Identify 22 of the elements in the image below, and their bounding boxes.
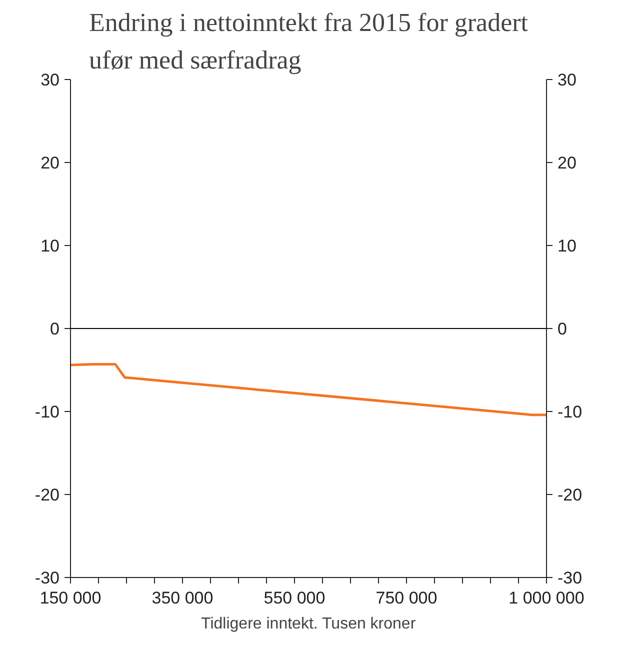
y-tick-label: -20 — [34, 486, 60, 504]
x-tick-label: 750 000 — [376, 588, 438, 608]
line-series — [70, 362, 546, 416]
x-tick-label: 550 000 — [264, 588, 326, 608]
y-tick-label: 20 — [40, 154, 60, 172]
y2-tick-label: -10 — [558, 402, 582, 422]
y2-tick-label: 0 — [558, 320, 567, 338]
y-tick-label: 10 — [40, 236, 60, 256]
y2-tick-label: 10 — [558, 236, 576, 256]
y2-tick-label: 20 — [558, 154, 576, 172]
y2-tick-label: -30 — [558, 568, 582, 588]
y2-tick-label: 30 — [558, 70, 576, 90]
x-tick-label: 350 000 — [152, 588, 214, 608]
x-tick-label: 150 000 — [40, 588, 102, 608]
y-tick-label: -10 — [34, 402, 60, 422]
x-tick-label: 1 000 000 — [508, 588, 584, 608]
y-tick-label: 30 — [40, 70, 60, 90]
y-tick-label: -30 — [34, 568, 60, 588]
chart-title: Endring i nettoinntekt fra 2015 for gradert ufør med særfradrag — [89, 8, 529, 74]
x-axis-title: Tidligere inntekt. Tusen kroner — [201, 616, 416, 632]
y-tick-label: 0 — [50, 320, 60, 338]
y2-tick-label: -20 — [558, 486, 582, 504]
